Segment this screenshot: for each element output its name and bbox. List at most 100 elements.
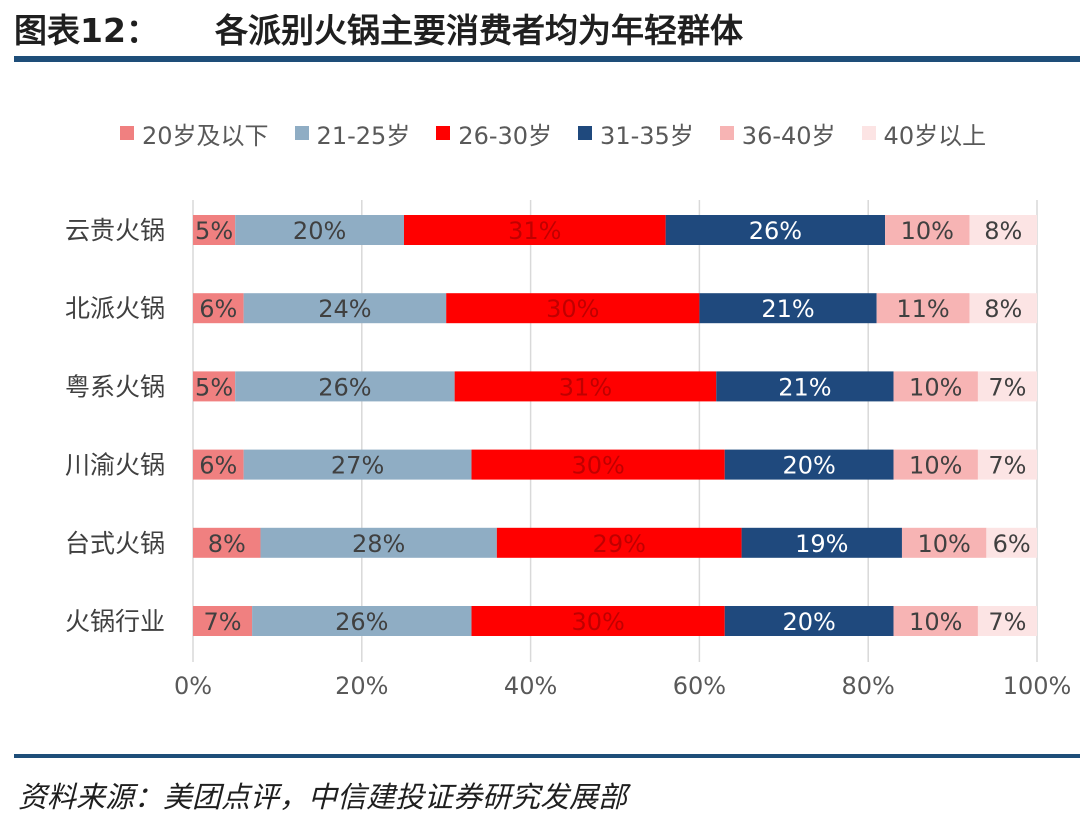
data-label: 6% xyxy=(993,530,1031,558)
bar-segment xyxy=(969,293,1037,324)
data-label: 5% xyxy=(195,217,233,245)
chart-title: 各派别火锅主要消费者均为年轻群体 xyxy=(214,11,743,50)
data-label: 24% xyxy=(318,295,371,323)
bar-segment xyxy=(724,606,894,636)
data-label: 29% xyxy=(593,530,646,558)
category-label: 川渝火锅 xyxy=(65,451,165,480)
figure-title: 图表12： 各派别火锅主要消费者均为年轻群体 xyxy=(14,4,743,52)
data-label: 27% xyxy=(331,452,384,480)
data-label: 7% xyxy=(988,608,1026,636)
bar-segment xyxy=(404,215,666,245)
bar-segment xyxy=(986,527,1037,558)
x-tick-label: 80% xyxy=(842,672,895,700)
data-label: 21% xyxy=(761,295,814,323)
data-label: 8% xyxy=(984,217,1022,245)
bar-segment xyxy=(901,527,987,558)
category-label: 北派火锅 xyxy=(65,294,165,323)
bar-segment xyxy=(193,371,236,402)
data-label: 26% xyxy=(749,217,802,245)
legend-label: 21-25岁 xyxy=(316,121,411,150)
bar-segment xyxy=(193,293,244,324)
stacked-bar-chart: 云贵火锅 5% 20% 31% 26% 10% 8% 北派火锅 6% 24% 30% 21% 11% 8%… xyxy=(65,200,1072,700)
bar-segment xyxy=(893,606,978,636)
data-label: 10% xyxy=(917,530,970,558)
bar-segment xyxy=(193,449,244,480)
bar-segment xyxy=(893,449,978,480)
bar-segment xyxy=(977,606,1037,636)
bar-segment xyxy=(235,371,455,402)
category-label: 台式火锅 xyxy=(65,529,165,558)
legend-swatch xyxy=(719,126,734,140)
data-label: 10% xyxy=(909,452,962,480)
data-label: 7% xyxy=(204,608,242,636)
category-label: 云贵火锅 xyxy=(65,216,165,245)
data-label: 11% xyxy=(896,295,949,323)
bar-segment xyxy=(699,293,877,324)
bar-segment xyxy=(496,527,742,558)
bar-segment xyxy=(235,215,404,245)
data-label: 10% xyxy=(909,608,962,636)
legend-item: 31-35岁 xyxy=(578,116,694,151)
data-label: 10% xyxy=(909,373,962,401)
legend-item: 36-40岁 xyxy=(719,116,836,151)
category-label: 粤系火锅 xyxy=(65,372,165,401)
legend-label: 26-30岁 xyxy=(458,121,553,150)
data-label: 8% xyxy=(984,295,1022,323)
legend-label: 31-35岁 xyxy=(600,121,694,150)
data-label: 7% xyxy=(988,373,1026,401)
bar-segment xyxy=(977,449,1037,480)
bar-segment xyxy=(260,527,497,558)
legend-swatch xyxy=(578,126,593,140)
data-label: 19% xyxy=(795,530,848,558)
legend-item: 21-25岁 xyxy=(294,116,411,151)
figure-number: 图表12： xyxy=(14,11,159,50)
legend-swatch xyxy=(294,126,309,140)
data-label: 6% xyxy=(199,295,237,323)
x-tick-label: 100% xyxy=(1003,672,1072,700)
data-label: 30% xyxy=(571,608,624,636)
bar-segment xyxy=(977,371,1037,402)
data-label: 28% xyxy=(352,530,405,558)
legend-item: 20岁及以下 xyxy=(120,116,269,151)
header-divider xyxy=(14,56,1080,62)
legend-label: 36-40岁 xyxy=(741,121,836,150)
category-label: 火锅行业 xyxy=(65,607,165,636)
data-label: 10% xyxy=(901,217,954,245)
x-tick-label: 60% xyxy=(673,672,726,700)
bar-segment xyxy=(716,371,894,402)
footer-divider xyxy=(14,754,1080,758)
legend-label: 20岁及以下 xyxy=(142,121,269,150)
bar-segment xyxy=(243,449,472,480)
data-label: 26% xyxy=(335,608,388,636)
bar-segment xyxy=(243,293,447,324)
legend-swatch xyxy=(436,126,451,140)
bar-segment xyxy=(471,606,725,636)
bar-segment xyxy=(193,606,253,636)
data-label: 20% xyxy=(782,608,835,636)
bar-segment xyxy=(876,293,970,324)
data-label: 5% xyxy=(195,373,233,401)
legend-item: 26-30岁 xyxy=(436,116,552,151)
bar-segment xyxy=(724,449,894,480)
data-label: 20% xyxy=(782,452,835,480)
bar-segment xyxy=(665,215,886,245)
legend-swatch xyxy=(120,126,134,140)
bar-segment xyxy=(193,527,261,558)
data-label: 30% xyxy=(546,295,599,323)
x-tick-label: 0% xyxy=(174,672,212,700)
bar-segment xyxy=(252,606,472,636)
bar-segment xyxy=(193,215,236,245)
data-label: 26% xyxy=(318,373,371,401)
data-label: 8% xyxy=(208,530,246,558)
bar-segment xyxy=(885,215,970,245)
legend-label: 40岁以上 xyxy=(883,121,987,150)
data-label: 30% xyxy=(571,452,624,480)
source-note: 资料来源：美团点评，中信建投证券研究发展部 xyxy=(18,780,628,814)
bar-segment xyxy=(741,527,902,558)
x-tick-label: 40% xyxy=(504,672,557,700)
data-label: 31% xyxy=(508,217,561,245)
bar-segment xyxy=(446,293,700,324)
data-label: 7% xyxy=(988,452,1026,480)
figure-header: 图表12： 各派别火锅主要消费者均为年轻群体 xyxy=(0,0,1080,56)
data-label: 6% xyxy=(199,452,237,480)
